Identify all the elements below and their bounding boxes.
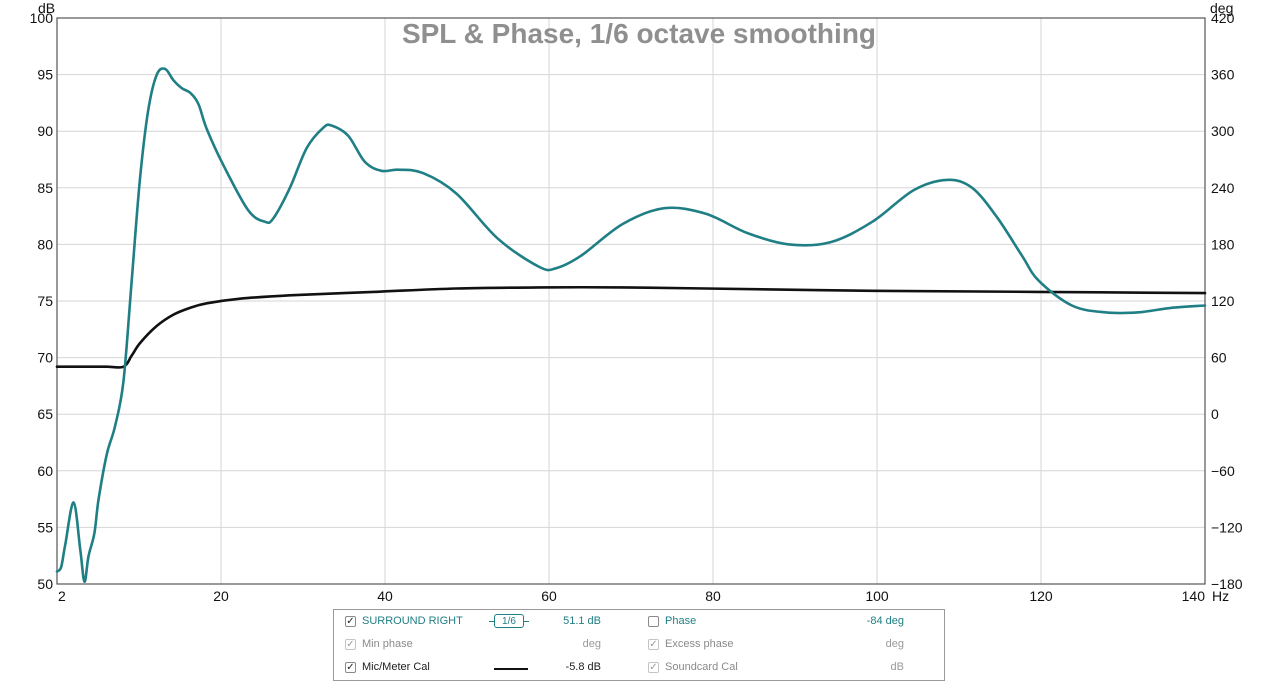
phase-value: -84 deg [866, 615, 904, 627]
surround-right-value: 51.1 dB [563, 615, 601, 627]
right-tick-label: −180 [1211, 576, 1243, 592]
left-tick-label: 95 [37, 67, 53, 83]
right-tick-label: −60 [1211, 463, 1235, 479]
series-layer [55, 67, 1207, 584]
soundcard-cal-value: dB [890, 661, 904, 673]
excess-phase-label: Excess phase [665, 638, 734, 650]
left-tick-label: 80 [37, 236, 53, 252]
legend-row-surround: ✓ SURROUND RIGHT 1/6 51.1 dB Phase -84 d… [334, 611, 944, 633]
soundcard-cal-label: Soundcard Cal [665, 661, 738, 673]
plot-frame [56, 17, 1206, 585]
x-tick-label: 40 [377, 588, 393, 604]
left-tick-label: 70 [37, 350, 53, 366]
excess-phase-value: deg [885, 638, 904, 650]
excess-phase-checkbox[interactable]: ✓ [648, 639, 659, 650]
x-tick-label: 100 [865, 588, 889, 604]
series-line-surround-right [55, 67, 1207, 584]
smoothing-button[interactable]: 1/6 [489, 614, 529, 628]
legend-panel: ✓ SURROUND RIGHT 1/6 51.1 dB Phase -84 d… [333, 609, 945, 681]
x-tick-label: 120 [1029, 588, 1053, 604]
min-phase-value: deg [582, 638, 601, 650]
x-tick-label: 80 [705, 588, 721, 604]
right-tick-label: 420 [1211, 10, 1235, 26]
mic-meter-cal-checkbox[interactable]: ✓ [345, 662, 356, 673]
left-tick-label: 50 [37, 576, 53, 592]
right-axis-ticks: −180 −120 −60 0 60 120 180 240 300 360 420 [1211, 10, 1243, 592]
left-tick-label: 85 [37, 180, 53, 196]
left-tick-label: 100 [30, 10, 54, 26]
x-tick-label: 140 [1182, 588, 1206, 604]
right-tick-label: 300 [1211, 123, 1235, 139]
left-tick-label: 75 [37, 293, 53, 309]
legend-row-mic-cal: ✓ Mic/Meter Cal -5.8 dB ✓ Soundcard Cal … [334, 657, 944, 679]
right-axis-unit: deg [1210, 0, 1233, 16]
chart-title: SPL & Phase, 1/6 octave smoothing [402, 18, 876, 49]
phase-checkbox[interactable] [648, 616, 659, 627]
right-tick-label: −120 [1211, 519, 1243, 535]
min-phase-checkbox[interactable]: ✓ [345, 639, 356, 650]
mic-meter-cal-value: -5.8 dB [565, 661, 601, 673]
surround-right-checkbox[interactable]: ✓ [345, 616, 356, 627]
left-tick-label: 90 [37, 123, 53, 139]
min-phase-label: Min phase [362, 638, 413, 650]
right-tick-label: 180 [1211, 236, 1235, 252]
left-axis-unit: dB [38, 0, 55, 16]
mic-meter-cal-label: Mic/Meter Cal [362, 661, 430, 673]
series-line-mic-meter-cal [55, 285, 1207, 369]
left-axis-ticks: 50 55 60 65 70 75 80 85 90 95 100 [30, 10, 54, 592]
spl-phase-chart: 50 55 60 65 70 75 80 85 90 95 100 −180 −120 −60 0 60 12… [30, 0, 1243, 604]
left-tick-label: 55 [37, 519, 53, 535]
right-tick-label: 0 [1211, 406, 1219, 422]
left-tick-label: 60 [37, 463, 53, 479]
soundcard-cal-checkbox[interactable]: ✓ [648, 662, 659, 673]
right-tick-label: 120 [1211, 293, 1235, 309]
right-tick-label: 240 [1211, 180, 1235, 196]
legend-row-min-phase: ✓ Min phase deg ✓ Excess phase deg [334, 634, 944, 656]
mic-meter-cal-line-sample [494, 668, 528, 670]
phase-label: Phase [665, 615, 697, 627]
x-axis-ticks: 2 20 40 60 80 100 120 140 [58, 588, 1205, 604]
surround-right-label: SURROUND RIGHT [362, 615, 463, 627]
x-tick-label: 2 [58, 588, 66, 604]
left-tick-label: 65 [37, 406, 53, 422]
x-tick-label: 60 [541, 588, 557, 604]
right-tick-label: 60 [1211, 350, 1227, 366]
x-tick-label: 20 [213, 588, 229, 604]
x-axis-unit: Hz [1212, 588, 1229, 604]
right-tick-label: 360 [1211, 67, 1235, 83]
